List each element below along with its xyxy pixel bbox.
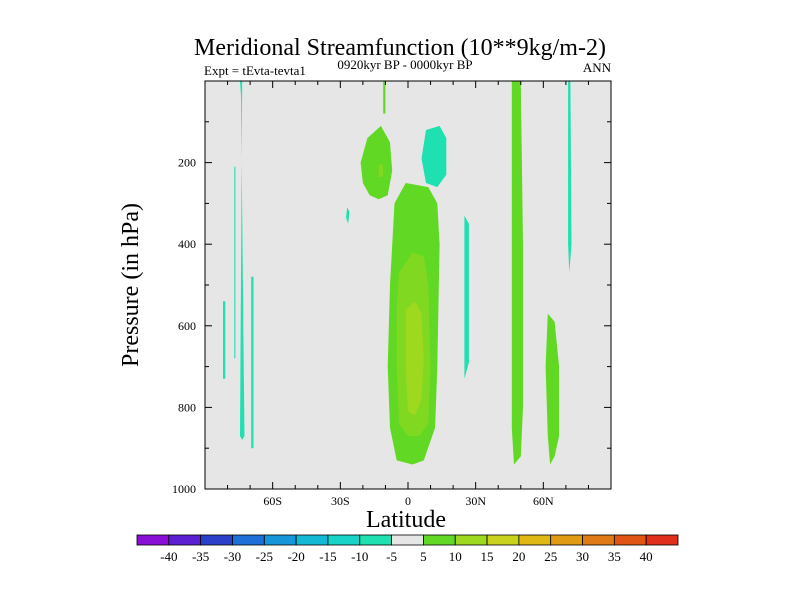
positive-contour-region-12 — [511, 81, 523, 465]
colorbar-swatch-6 — [295, 534, 329, 546]
colorbar-swatch-3 — [200, 534, 233, 546]
colorbar-swatch-5 — [263, 534, 297, 546]
negative-contour-region-4 — [251, 276, 254, 449]
colorbar-swatch-17 — [645, 534, 679, 546]
colorbar-swatch-2 — [168, 534, 202, 546]
x-tick-label-30N: 30N — [465, 494, 486, 508]
colorbar-swatch-9 — [391, 534, 424, 546]
y-axis: 200 400 600 800 1000 — [172, 121, 611, 496]
colorbar-label-12: 20 — [512, 549, 525, 564]
colorbar-swatch-12 — [486, 534, 520, 546]
colorbar-swatch-4 — [232, 534, 265, 546]
positive-contour-region-13 — [545, 313, 560, 465]
colorbar-label-11: 15 — [481, 549, 494, 564]
colorbar-label-5: -20 — [287, 549, 304, 564]
chart-subtitle-center: 0920kyr BP - 0000kyr BP — [337, 57, 472, 72]
x-tick-label-30S: 30S — [331, 494, 350, 508]
negative-contour-region-7 — [464, 215, 469, 379]
colorbar-swatch-8 — [359, 534, 392, 546]
colorbar-label-13: 25 — [544, 549, 557, 564]
y-tick-label-400: 400 — [178, 237, 196, 251]
positive-contour-region-10 — [360, 125, 393, 200]
colorbar-label-8: -5 — [386, 549, 397, 564]
colorbar-label-4: -25 — [256, 549, 273, 564]
y-tick-label-600: 600 — [178, 319, 196, 333]
colorbar-label-6: -15 — [319, 549, 336, 564]
colorbar-swatch-14 — [550, 534, 583, 546]
colorbar-label-9: 5 — [420, 549, 427, 564]
positive-contour-region-9 — [383, 81, 386, 114]
colorbar-swatch-1 — [136, 534, 170, 546]
y-tick-label-200: 200 — [178, 156, 196, 170]
colorbar-label-10: 10 — [449, 549, 462, 564]
colorbar: -40 -35 -30 -25 -20 -15 -10 -5 5 10 15 20 25 30 35 40 — [136, 534, 679, 564]
colorbar-label-16: 40 — [640, 549, 653, 564]
colorbar-label-1: -40 — [160, 549, 177, 564]
negative-contour-region-1 — [240, 81, 245, 440]
negative-contour-region-3 — [223, 301, 226, 379]
colorbar-swatch-7 — [327, 534, 361, 546]
x-axis-label: Latitude — [366, 507, 446, 533]
chart-subtitle-right: ANN — [583, 60, 612, 75]
colorbar-swatch-11 — [454, 534, 488, 546]
colorbar-swatch-13 — [518, 534, 552, 546]
colorbar-swatch-10 — [423, 534, 456, 546]
colorbar-swatch-15 — [582, 534, 615, 546]
negative-contour-region-5 — [346, 207, 350, 224]
positive-contour-region-15 — [378, 164, 384, 177]
colorbar-label-2: -35 — [192, 549, 209, 564]
colorbar-label-14: 30 — [576, 549, 589, 564]
colorbar-label-3: -30 — [224, 549, 241, 564]
x-tick-label-60S: 60S — [263, 494, 282, 508]
contour-regions — [223, 81, 572, 465]
colorbar-label-7: -10 — [351, 549, 368, 564]
negative-contour-region-8 — [568, 81, 572, 273]
y-axis-label: Pressure (in hPa) — [118, 203, 144, 367]
colorbar-label-15: 35 — [608, 549, 621, 564]
y-tick-label-800: 800 — [178, 400, 196, 414]
chart-title: Meridional Streamfunction (10**9kg/m-2) — [194, 35, 606, 61]
negative-contour-region-6 — [421, 125, 447, 188]
x-axis: 60S 30S 0 30N 60N — [227, 81, 589, 508]
chart-subtitle-left: Expt = tEvta-tevta1 — [204, 63, 306, 78]
colorbar-swatch-16 — [613, 534, 647, 546]
negative-contour-region-2 — [234, 166, 236, 359]
x-tick-label-0: 0 — [405, 494, 411, 508]
y-tick-label-1000: 1000 — [172, 482, 196, 496]
x-tick-label-60N: 60N — [533, 494, 554, 508]
positive-contour-region-16 — [405, 301, 424, 416]
